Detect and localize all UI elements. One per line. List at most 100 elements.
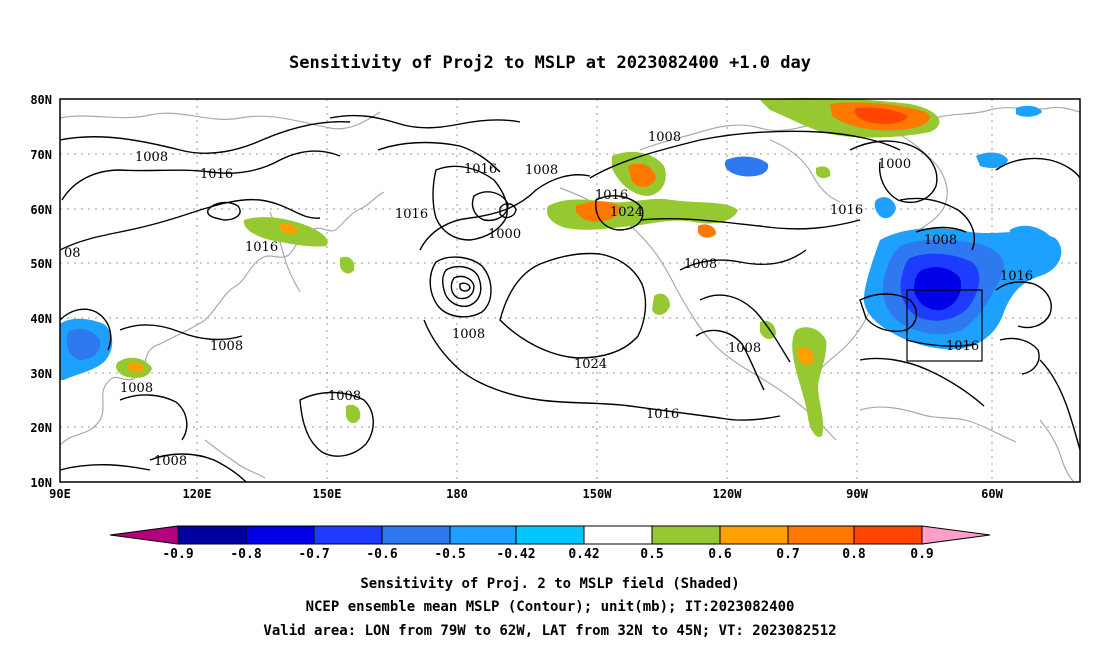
shade-arctic-blue: [976, 152, 1008, 168]
sensitivity-shading: [60, 97, 1062, 437]
x-axis: 90E 120E 150E 180 150W 120W 90W 60W: [49, 487, 1003, 501]
x-tick-label: 120W: [713, 487, 743, 501]
colorbar-segment: [583, 525, 653, 545]
contour-label: 1016: [595, 188, 628, 203]
contour-label: 1016: [1000, 269, 1033, 284]
colorbar-label: 0.42: [568, 547, 599, 562]
contour-label: 1008: [120, 381, 153, 396]
colorbar-segment: [515, 525, 585, 545]
colorbar-label: 0.5: [640, 547, 663, 562]
contour-label: 1008: [154, 454, 187, 469]
mslp-contours: [59, 114, 1081, 483]
colorbar-label: -0.8: [230, 547, 261, 562]
shade-mexico-orange: [798, 346, 814, 366]
colorbar-label: 0.8: [842, 547, 866, 562]
y-tick-label: 70N: [30, 148, 52, 162]
captions: Sensitivity of Proj. 2 to MSLP field (Sh…: [263, 576, 836, 639]
shade-kamchatka-orange: [280, 223, 298, 235]
shade-greenland-orange: [628, 163, 656, 187]
x-tick-label: 120E: [183, 487, 212, 501]
y-tick-label: 10N: [30, 476, 52, 490]
colorbar-right-arrow: [921, 525, 991, 545]
map-panel: 08 1008 1016 1008 1016 1016 1008 1000 10…: [59, 97, 1081, 483]
shade-asia-negative-core: [66, 329, 101, 360]
colorbar-left-arrow: [109, 525, 179, 545]
shade-arctic-red-core: [854, 107, 908, 124]
contour-label: 1008: [525, 163, 558, 178]
x-tick-label: 150E: [313, 487, 342, 501]
colorbar-segment: [381, 525, 451, 545]
colorbar-label: 0.6: [708, 547, 732, 562]
contour-label: 1016: [830, 203, 863, 218]
valid-area-box: [906, 289, 983, 362]
contour-label: 1008: [728, 341, 761, 356]
contour-labels: 08 1008 1016 1008 1016 1016 1008 1000 10…: [64, 130, 1033, 469]
caption-line-1: Sensitivity of Proj. 2 to MSLP field (Sh…: [360, 576, 739, 592]
shade-hudson-green: [816, 166, 831, 179]
colorbar-label: -0.5: [434, 547, 465, 562]
shade-arctic-blue-2: [1016, 105, 1042, 117]
shade-alaska-orange-2: [698, 224, 716, 238]
contour-label: 1016: [245, 240, 278, 255]
colorbar-segments: [177, 525, 923, 545]
shade-atlantic-core-c: [914, 267, 962, 311]
contour-label: 1016: [395, 207, 428, 222]
contour-label: 1024: [610, 205, 643, 220]
contour-label: 1008: [135, 150, 168, 165]
contour-label: 1008: [648, 130, 681, 145]
x-tick-label: 180: [446, 487, 468, 501]
colorbar-label: -0.7: [298, 547, 329, 562]
shade-pacific-green-2: [652, 293, 670, 315]
contour-label: 1016: [464, 162, 497, 177]
shade-atlantic-small: [874, 197, 896, 219]
shade-alaska-orange: [575, 201, 621, 222]
y-tick-label: 30N: [30, 367, 52, 381]
shade-china-orange: [128, 362, 144, 373]
shade-pacific-green-1: [346, 404, 361, 424]
x-tick-label: 90W: [846, 487, 868, 501]
contour-label: 1008: [210, 339, 243, 354]
colorbar-label: -0.9: [162, 547, 193, 562]
colorbar-labels: -0.9 -0.8 -0.7 -0.6 -0.5 -0.42 0.42 0.5 …: [162, 547, 933, 562]
contour-label: 1008: [924, 233, 957, 248]
shade-atlantic-east: [1010, 225, 1054, 262]
contour-label: 1000: [878, 157, 911, 172]
colorbar-label: -0.42: [496, 547, 535, 562]
colorbar-label: 0.7: [776, 547, 799, 562]
contour-label: 1016: [646, 407, 679, 422]
colorbar-segment: [787, 525, 855, 545]
caption-line-2: NCEP ensemble mean MSLP (Contour); unit(…: [306, 599, 795, 615]
y-tick-label: 80N: [30, 93, 52, 107]
colorbar-label: 0.9: [910, 547, 933, 562]
colorbar-segment: [313, 525, 383, 545]
x-tick-label: 150W: [583, 487, 613, 501]
caption-line-3: Valid area: LON from 79W to 62W, LAT fro…: [263, 623, 836, 639]
colorbar-label: -0.6: [366, 547, 397, 562]
colorbar-segment: [449, 525, 517, 545]
figure-title: Sensitivity of Proj2 to MSLP at 20230824…: [289, 53, 811, 73]
y-tick-label: 20N: [30, 421, 52, 435]
x-tick-label: 60W: [981, 487, 1003, 501]
colorbar-segment: [719, 525, 789, 545]
contour-label: 1024: [574, 357, 607, 372]
contour-label: 1008: [684, 257, 717, 272]
colorbar: -0.9 -0.8 -0.7 -0.6 -0.5 -0.42 0.42 0.5 …: [109, 525, 991, 562]
contour-label: 1008: [328, 389, 361, 404]
colorbar-segment: [177, 525, 247, 545]
shade-greenland-blue: [724, 156, 769, 177]
y-tick-label: 60N: [30, 203, 52, 217]
y-tick-label: 50N: [30, 257, 52, 271]
contour-label: 1008: [452, 327, 485, 342]
contour-label: 1016: [200, 167, 233, 182]
map-frame: [59, 98, 1081, 483]
contour-label: 1016: [946, 339, 979, 354]
gridlines: [60, 99, 1080, 482]
contour-label: 1000: [488, 227, 521, 242]
shade-sea-green-1: [340, 256, 355, 274]
colorbar-segment: [853, 525, 923, 545]
y-axis: 80N 70N 60N 50N 40N 30N 20N 10N: [30, 93, 52, 490]
contour-label: 08: [64, 246, 81, 261]
colorbar-segment: [245, 525, 315, 545]
colorbar-segment: [651, 525, 721, 545]
